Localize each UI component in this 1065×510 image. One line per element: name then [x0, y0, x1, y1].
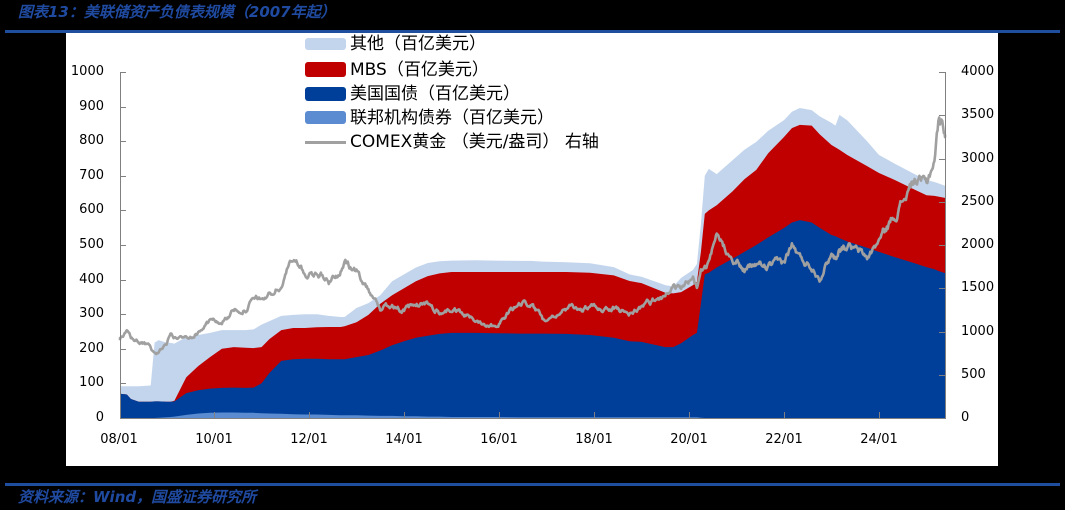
- x-axis-tick-label: 20/01: [670, 432, 708, 447]
- legend-item-mbs: MBS（百亿美元）: [305, 58, 489, 82]
- gold-price-line: [118, 116, 947, 356]
- legend-label-other: 其他（百亿美元）: [350, 33, 486, 54]
- right-axis-tick-label: 1000: [961, 323, 995, 339]
- left-axis-tick-label: 1000: [70, 64, 104, 79]
- left-axis-tick-label: 400: [79, 271, 104, 287]
- legend-label-gold: COMEX黄金 （美元/盎司） 右轴: [350, 132, 599, 152]
- legend-item-treasury: 美国国债（百亿美元）: [305, 82, 520, 106]
- line-gold: [118, 116, 947, 356]
- chart-axes: [120, 72, 946, 419]
- legend-swatch-agency: [305, 111, 346, 124]
- left-axis-tick-label: 800: [79, 133, 104, 149]
- area-treasury: [120, 220, 945, 418]
- title-divider: [5, 30, 1060, 33]
- figure-title: 图表13：美联储资产负债表规模（2007年起）: [18, 3, 336, 21]
- x-axis-tick-label: 08/01: [100, 432, 138, 447]
- right-axis-tick-label: 2000: [961, 237, 995, 252]
- right-axis-tick-label: 500: [961, 366, 986, 382]
- left-axis-tick-label: 200: [79, 340, 104, 356]
- left-axis-tick-label: 900: [79, 98, 104, 114]
- legend-item-gold: COMEX黄金 （美元/盎司） 右轴: [305, 130, 599, 154]
- right-axis-tick-label: 1500: [961, 280, 995, 296]
- source-note: 资料来源：Wind，国盛证券研究所: [18, 488, 257, 506]
- x-axis-tick-label: 12/01: [290, 432, 328, 447]
- left-axis-tick-label: 600: [79, 202, 104, 218]
- left-axis-tick-label: 100: [79, 375, 104, 391]
- legend-label-agency: 联邦机构债券（百亿美元）: [350, 107, 554, 128]
- right-axis-tick-label: 3000: [961, 150, 995, 166]
- right-axis-tick-label: 4000: [961, 64, 995, 79]
- legend-swatch-treasury: [305, 87, 346, 101]
- x-axis-tick-label: 18/01: [575, 432, 613, 447]
- x-axis-tick-label: 14/01: [385, 432, 423, 447]
- legend-label-treasury: 美国国债（百亿美元）: [350, 84, 520, 104]
- x-axis-tick-label: 24/01: [860, 432, 898, 447]
- left-axis-tick-label: 700: [79, 167, 104, 183]
- left-axis-tick-label: 300: [79, 306, 104, 322]
- x-axis-tick-label: 16/01: [480, 432, 518, 447]
- source-divider: [5, 483, 1060, 486]
- right-axis-tick-label: 2500: [961, 193, 995, 209]
- legend-line-gold: [305, 140, 346, 144]
- area-agency: [120, 412, 945, 418]
- legend-swatch-mbs: [305, 62, 346, 77]
- left-axis-tick-label: 500: [79, 237, 104, 252]
- x-axis-tick-label: 22/01: [765, 432, 803, 447]
- legend-label-mbs: MBS（百亿美元）: [350, 59, 489, 80]
- right-axis-tick-label: 0: [961, 410, 970, 425]
- legend-item-agency: 联邦机构债券（百亿美元）: [305, 106, 554, 130]
- left-axis-tick-label: 0: [95, 410, 104, 425]
- legend-swatch-other: [305, 37, 346, 50]
- right-axis-tick-label: 3500: [961, 107, 995, 123]
- legend-item-other: 其他（百亿美元）: [305, 32, 486, 56]
- x-axis-tick-label: 10/01: [195, 432, 233, 447]
- stacked-areas: [120, 108, 945, 419]
